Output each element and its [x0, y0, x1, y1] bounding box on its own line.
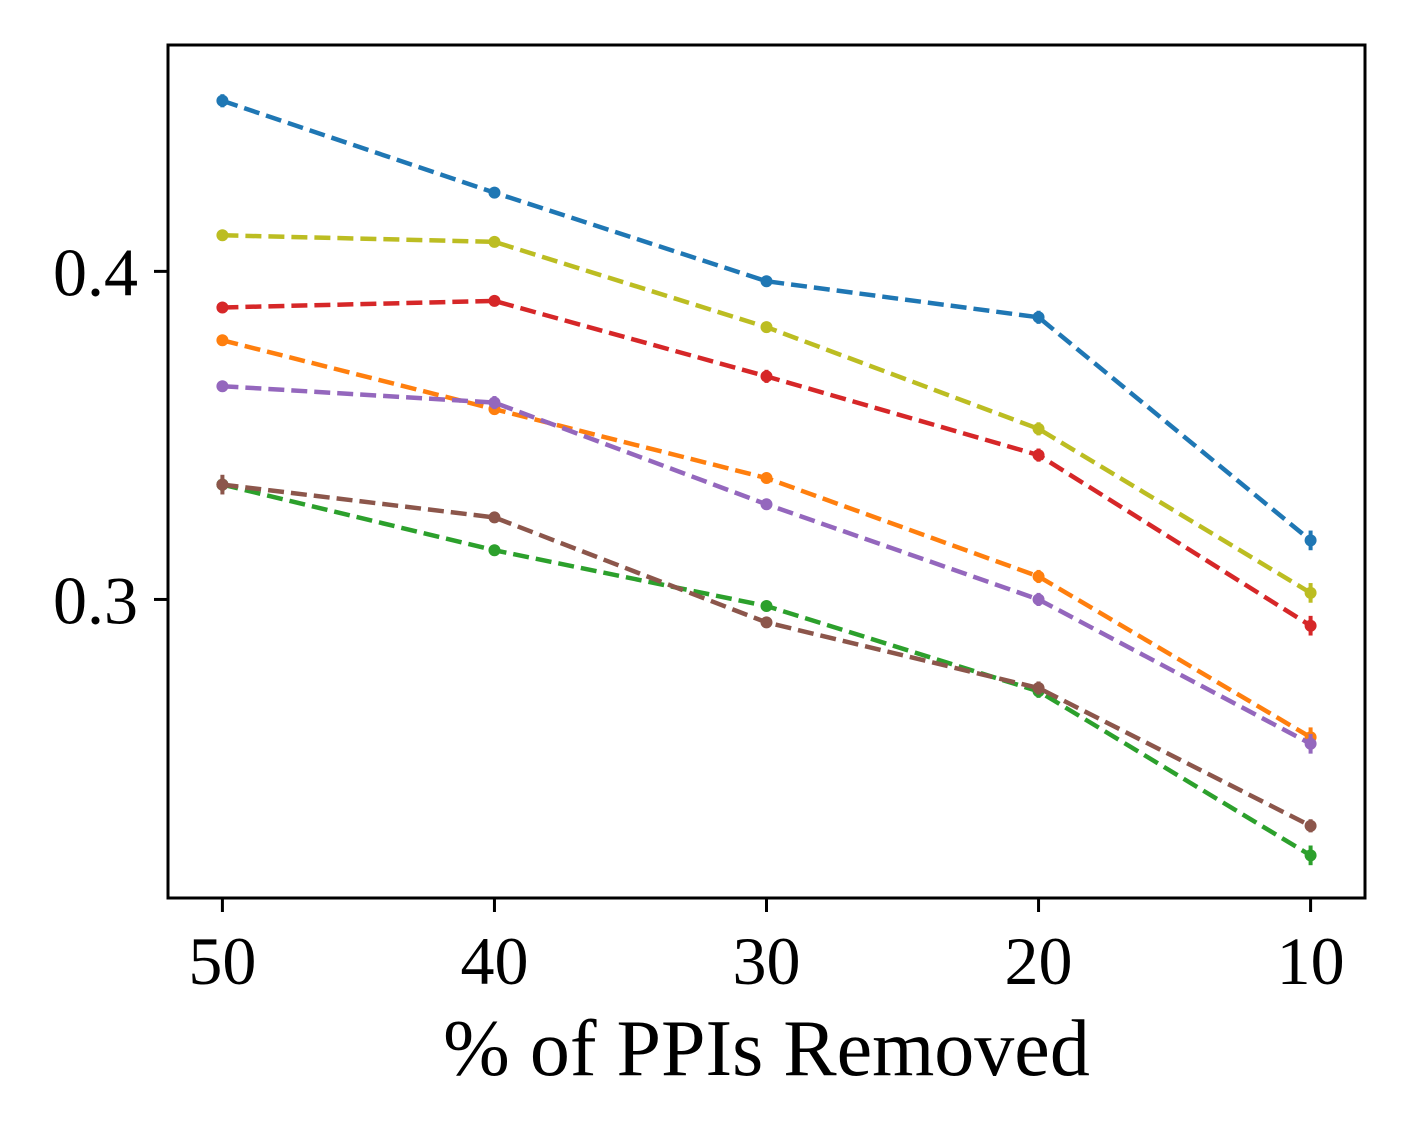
data-point — [760, 275, 773, 288]
x-tick-label: 20 — [1005, 923, 1073, 999]
data-point — [216, 380, 229, 393]
data-point — [1032, 311, 1045, 324]
data-point — [760, 321, 773, 334]
data-point — [216, 334, 229, 347]
series-5 — [216, 380, 1317, 754]
data-point — [216, 301, 229, 314]
x-tick-label: 50 — [188, 923, 256, 999]
y-tick-label: 0.4 — [53, 234, 138, 310]
data-point — [216, 94, 229, 107]
data-point — [1304, 619, 1317, 632]
y-axis: 0.4 0.3 — [53, 234, 168, 638]
data-point — [216, 229, 229, 242]
series-6 — [216, 478, 1317, 866]
data-point — [1304, 534, 1317, 547]
data-point — [1032, 570, 1045, 583]
series-7 — [216, 474, 1317, 833]
data-point — [1032, 682, 1045, 695]
data-point — [760, 616, 773, 629]
series-4 — [216, 334, 1317, 748]
series-line — [222, 298, 1312, 628]
series-line — [221, 482, 1312, 858]
data-point — [1304, 849, 1317, 862]
data-point — [216, 478, 229, 491]
data-point — [1304, 819, 1317, 832]
x-tick-label: 30 — [733, 923, 801, 999]
data-point — [760, 498, 773, 511]
data-point — [1032, 422, 1045, 435]
data-point — [488, 544, 501, 557]
data-point — [488, 396, 501, 409]
data-point — [488, 294, 501, 307]
data-point — [1032, 449, 1045, 462]
series-line — [222, 233, 1312, 595]
data-point — [488, 511, 501, 524]
series-line — [221, 98, 1313, 543]
y-tick-label: 0.3 — [53, 562, 138, 638]
series-layer — [216, 94, 1317, 866]
data-point — [488, 235, 501, 248]
x-axis-title: % of PPIs Removed — [443, 1005, 1090, 1093]
data-point — [760, 600, 773, 613]
data-point — [1304, 586, 1317, 599]
series-line — [221, 338, 1312, 740]
series-line — [222, 383, 1312, 746]
x-tick-label: 40 — [460, 923, 528, 999]
x-tick-label: 10 — [1277, 923, 1345, 999]
series-1 — [216, 94, 1317, 551]
data-point — [760, 370, 773, 383]
series-3 — [216, 294, 1317, 636]
plot-area-frame — [166, 43, 1367, 900]
data-point — [1032, 593, 1045, 606]
series-2 — [216, 229, 1317, 603]
data-point — [1304, 737, 1317, 750]
data-point — [760, 472, 773, 485]
data-point — [488, 186, 501, 199]
x-axis: 50 40 30 20 10 — [188, 898, 1345, 999]
